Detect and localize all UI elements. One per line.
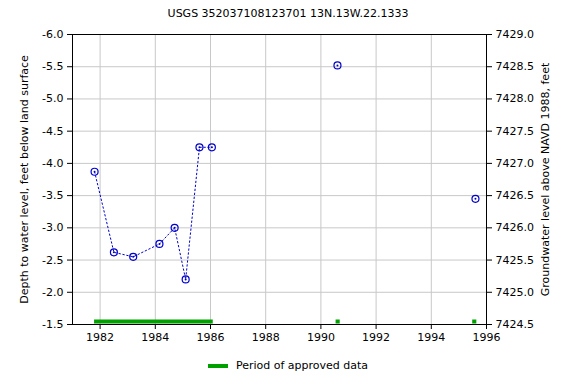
svg-text:1986: 1986 [197, 331, 225, 344]
svg-text:1990: 1990 [307, 331, 335, 344]
svg-text:7429.0: 7429.0 [496, 28, 535, 41]
svg-text:1996: 1996 [473, 331, 501, 344]
svg-text:-4.0: -4.0 [42, 157, 63, 170]
svg-text:7426.5: 7426.5 [496, 189, 535, 202]
svg-text:7428.5: 7428.5 [496, 60, 535, 73]
svg-text:-5.0: -5.0 [42, 92, 63, 105]
svg-text:7428.0: 7428.0 [496, 92, 535, 105]
svg-text:-6.0: -6.0 [42, 28, 63, 41]
svg-text:-2.5: -2.5 [42, 254, 63, 267]
svg-text:7424.5: 7424.5 [496, 318, 535, 331]
svg-text:1982: 1982 [86, 331, 114, 344]
svg-text:-3.0: -3.0 [42, 221, 63, 234]
svg-text:7425.0: 7425.0 [496, 286, 535, 299]
svg-text:7426.0: 7426.0 [496, 221, 535, 234]
svg-text:-5.5: -5.5 [42, 60, 63, 73]
svg-text:-1.5: -1.5 [42, 318, 63, 331]
svg-text:Groundwater level above NAVD 1: Groundwater level above NAVD 1988, feet [539, 62, 552, 296]
svg-text:Depth to water level, feet bel: Depth to water level, feet below land su… [18, 55, 31, 304]
svg-text:-2.0: -2.0 [42, 286, 63, 299]
svg-text:-4.5: -4.5 [42, 125, 63, 138]
svg-text:1984: 1984 [141, 331, 169, 344]
svg-text:1992: 1992 [362, 331, 390, 344]
svg-text:7427.5: 7427.5 [496, 125, 535, 138]
html-text:USGS 352037108123701 13N.13W.2: USGS 352037108123701 13N.13W.22.1333 [167, 7, 409, 20]
svg-text:1994: 1994 [417, 331, 445, 344]
svg-text:1988: 1988 [252, 331, 280, 344]
svg-text:7427.0: 7427.0 [496, 157, 535, 170]
svg-text:-3.5: -3.5 [42, 189, 63, 202]
html-text:Period of approved data: Period of approved data [235, 359, 369, 372]
svg-text:7425.5: 7425.5 [496, 254, 535, 267]
